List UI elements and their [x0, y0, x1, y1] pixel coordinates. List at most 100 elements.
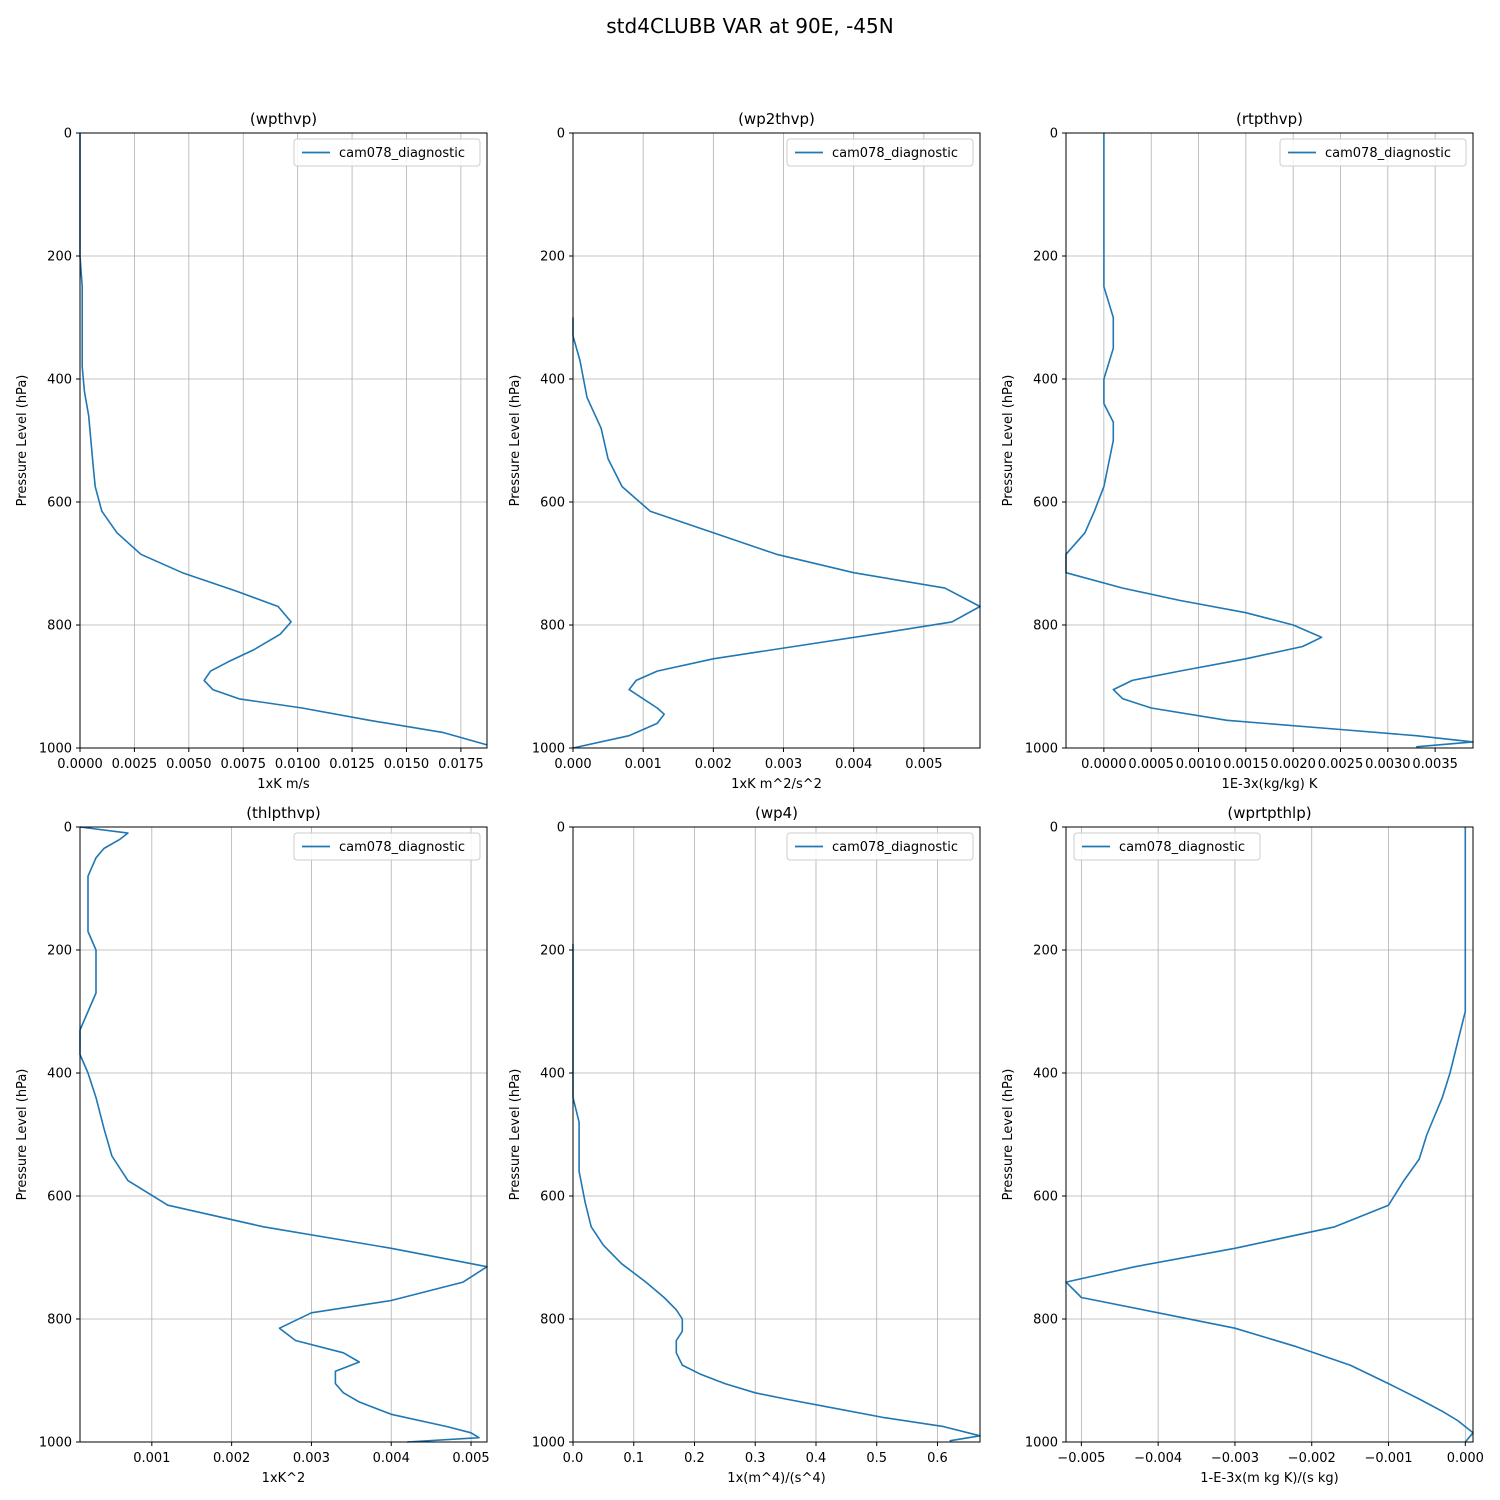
legend: cam078_diagnostic — [786, 138, 974, 167]
axes-frame — [79, 132, 488, 749]
legend: cam078_diagnostic — [293, 832, 481, 861]
chart-panel-1: 0.0000 0.0025 0.0050 0.0075 0.0100 0.0125 0.01… — [15, 110, 488, 792]
x-tick-label: 0.1 — [623, 1451, 644, 1466]
x-tick-label: −0.001 — [1364, 1451, 1412, 1466]
chart-panel-4: 0.001 0.002 0.003 0.004 0.005 0 200 400 600 800 10… — [15, 804, 490, 1486]
x-tick-label: 0.002 — [213, 1451, 250, 1466]
axes-frame — [1065, 826, 1474, 1443]
y-tick-label: 200 — [47, 250, 72, 265]
legend-label: cam078_diagnostic — [832, 840, 958, 855]
legend-box — [786, 832, 974, 861]
x-tick-label: 0.3 — [745, 1451, 766, 1466]
y-tick-label: 0 — [557, 821, 565, 836]
y-tick-label: 800 — [1033, 1313, 1058, 1328]
x-tick-label: 0.0 — [563, 1451, 584, 1466]
chart-panel-5: 0.0 0.1 0.2 0.3 0.4 0.5 0.6 0 200 400 600 800 1000 (w… — [508, 804, 981, 1486]
y-tick-label: 600 — [1033, 1190, 1058, 1205]
y-axis-label: Pressure Level (hPa) — [15, 1069, 30, 1201]
x-tick-label: 0.005 — [452, 1451, 489, 1466]
y-tick-label: 800 — [47, 1313, 72, 1328]
legend-box — [293, 832, 481, 861]
y-tick-label: 1000 — [532, 1436, 565, 1451]
y-tick-label: 1000 — [1025, 742, 1058, 757]
x-tick-label: 0.004 — [835, 757, 872, 772]
x-tick-label: 0.002 — [695, 757, 732, 772]
axes-frame — [572, 826, 981, 1443]
x-tick-label: 0.0010 — [1176, 757, 1222, 772]
y-tick-label: 0 — [1050, 821, 1058, 836]
x-tick-label: 0.003 — [765, 757, 802, 772]
x-tick-label: 0.2 — [684, 1451, 705, 1466]
x-axis-label: 1xK m/s — [257, 777, 310, 792]
legend: cam078_diagnostic — [1073, 832, 1261, 861]
x-tick-label: −0.002 — [1288, 1451, 1336, 1466]
x-tick-label: 0.001 — [625, 757, 662, 772]
x-tick-label: 0.0020 — [1270, 757, 1316, 772]
y-axis-label: Pressure Level (hPa) — [15, 375, 30, 507]
legend-box — [1073, 832, 1261, 861]
y-tick-label: 800 — [540, 619, 565, 634]
x-tick-label: 0.6 — [927, 1451, 948, 1466]
y-axis-label: Pressure Level (hPa) — [1001, 375, 1016, 507]
x-tick-label: 0.000 — [554, 757, 591, 772]
y-tick-label: 600 — [47, 1190, 72, 1205]
x-tick-label: 0.0015 — [1223, 757, 1269, 772]
legend-label: cam078_diagnostic — [832, 146, 958, 161]
y-tick-label: 0 — [1050, 127, 1058, 142]
x-axis-label: 1xK^2 — [262, 1471, 306, 1486]
x-tick-label: 0.0030 — [1365, 757, 1411, 772]
axes-frame — [1065, 132, 1474, 749]
x-tick-label: 0.0000 — [1081, 757, 1127, 772]
y-axis-label: Pressure Level (hPa) — [508, 1069, 523, 1201]
legend-label: cam078_diagnostic — [339, 840, 465, 855]
x-tick-label: 0.003 — [293, 1451, 330, 1466]
series-line — [1065, 133, 1474, 748]
y-tick-label: 800 — [1033, 619, 1058, 634]
x-tick-label: 0.0050 — [166, 757, 212, 772]
series-line — [79, 133, 488, 746]
chart-panel-6: −0.005 −0.004 −0.003 −0.002 −0.001 0.000 0 200 4… — [1001, 804, 1484, 1486]
legend-box — [1279, 138, 1467, 167]
legend: cam078_diagnostic — [1279, 138, 1467, 167]
y-tick-label: 400 — [540, 373, 565, 388]
x-axis-label: 1xK m^2/s^2 — [731, 777, 822, 792]
y-tick-label: 200 — [540, 944, 565, 959]
y-tick-label: 200 — [47, 944, 72, 959]
legend-label: cam078_diagnostic — [1119, 840, 1245, 855]
x-tick-label: 0.001 — [133, 1451, 170, 1466]
y-tick-label: 400 — [47, 1067, 72, 1082]
legend: cam078_diagnostic — [786, 832, 974, 861]
series-line — [1065, 827, 1474, 1443]
x-tick-label: 0.4 — [806, 1451, 827, 1466]
y-tick-label: 1000 — [1025, 1436, 1058, 1451]
chart-panel-2: 0.000 0.001 0.002 0.003 0.004 0.005 0 200 400 600… — [508, 110, 981, 792]
x-tick-label: 0.0075 — [220, 757, 266, 772]
y-tick-label: 400 — [540, 1067, 565, 1082]
y-tick-label: 1000 — [532, 742, 565, 757]
x-tick-label: 0.0150 — [384, 757, 430, 772]
y-tick-label: 600 — [47, 496, 72, 511]
x-tick-label: 0.005 — [905, 757, 942, 772]
panel-title: (wprtpthlp) — [1227, 804, 1311, 822]
panel-title: (wp2thvp) — [738, 110, 815, 128]
x-axis-label: 1-E-3x(m kg K)/(s kg) — [1200, 1471, 1338, 1486]
x-tick-label: 0.0035 — [1412, 757, 1458, 772]
y-tick-label: 600 — [1033, 496, 1058, 511]
legend-box — [786, 138, 974, 167]
series-line — [79, 826, 488, 1443]
y-tick-label: 0 — [557, 127, 565, 142]
x-tick-label: −0.005 — [1057, 1451, 1105, 1466]
panel-title: (thlpthvp) — [246, 804, 321, 822]
y-tick-label: 400 — [47, 373, 72, 388]
y-tick-label: 0 — [64, 127, 72, 142]
x-tick-label: 0.0125 — [329, 757, 375, 772]
x-tick-label: 0.0025 — [112, 757, 158, 772]
y-tick-label: 600 — [540, 1190, 565, 1205]
legend: cam078_diagnostic — [293, 138, 481, 167]
x-tick-label: 0.0005 — [1128, 757, 1174, 772]
figure-title: std4CLUBB VAR at 90E, -45N — [606, 14, 894, 38]
y-tick-label: 200 — [1033, 944, 1058, 959]
y-tick-label: 200 — [540, 250, 565, 265]
y-tick-label: 800 — [540, 1313, 565, 1328]
